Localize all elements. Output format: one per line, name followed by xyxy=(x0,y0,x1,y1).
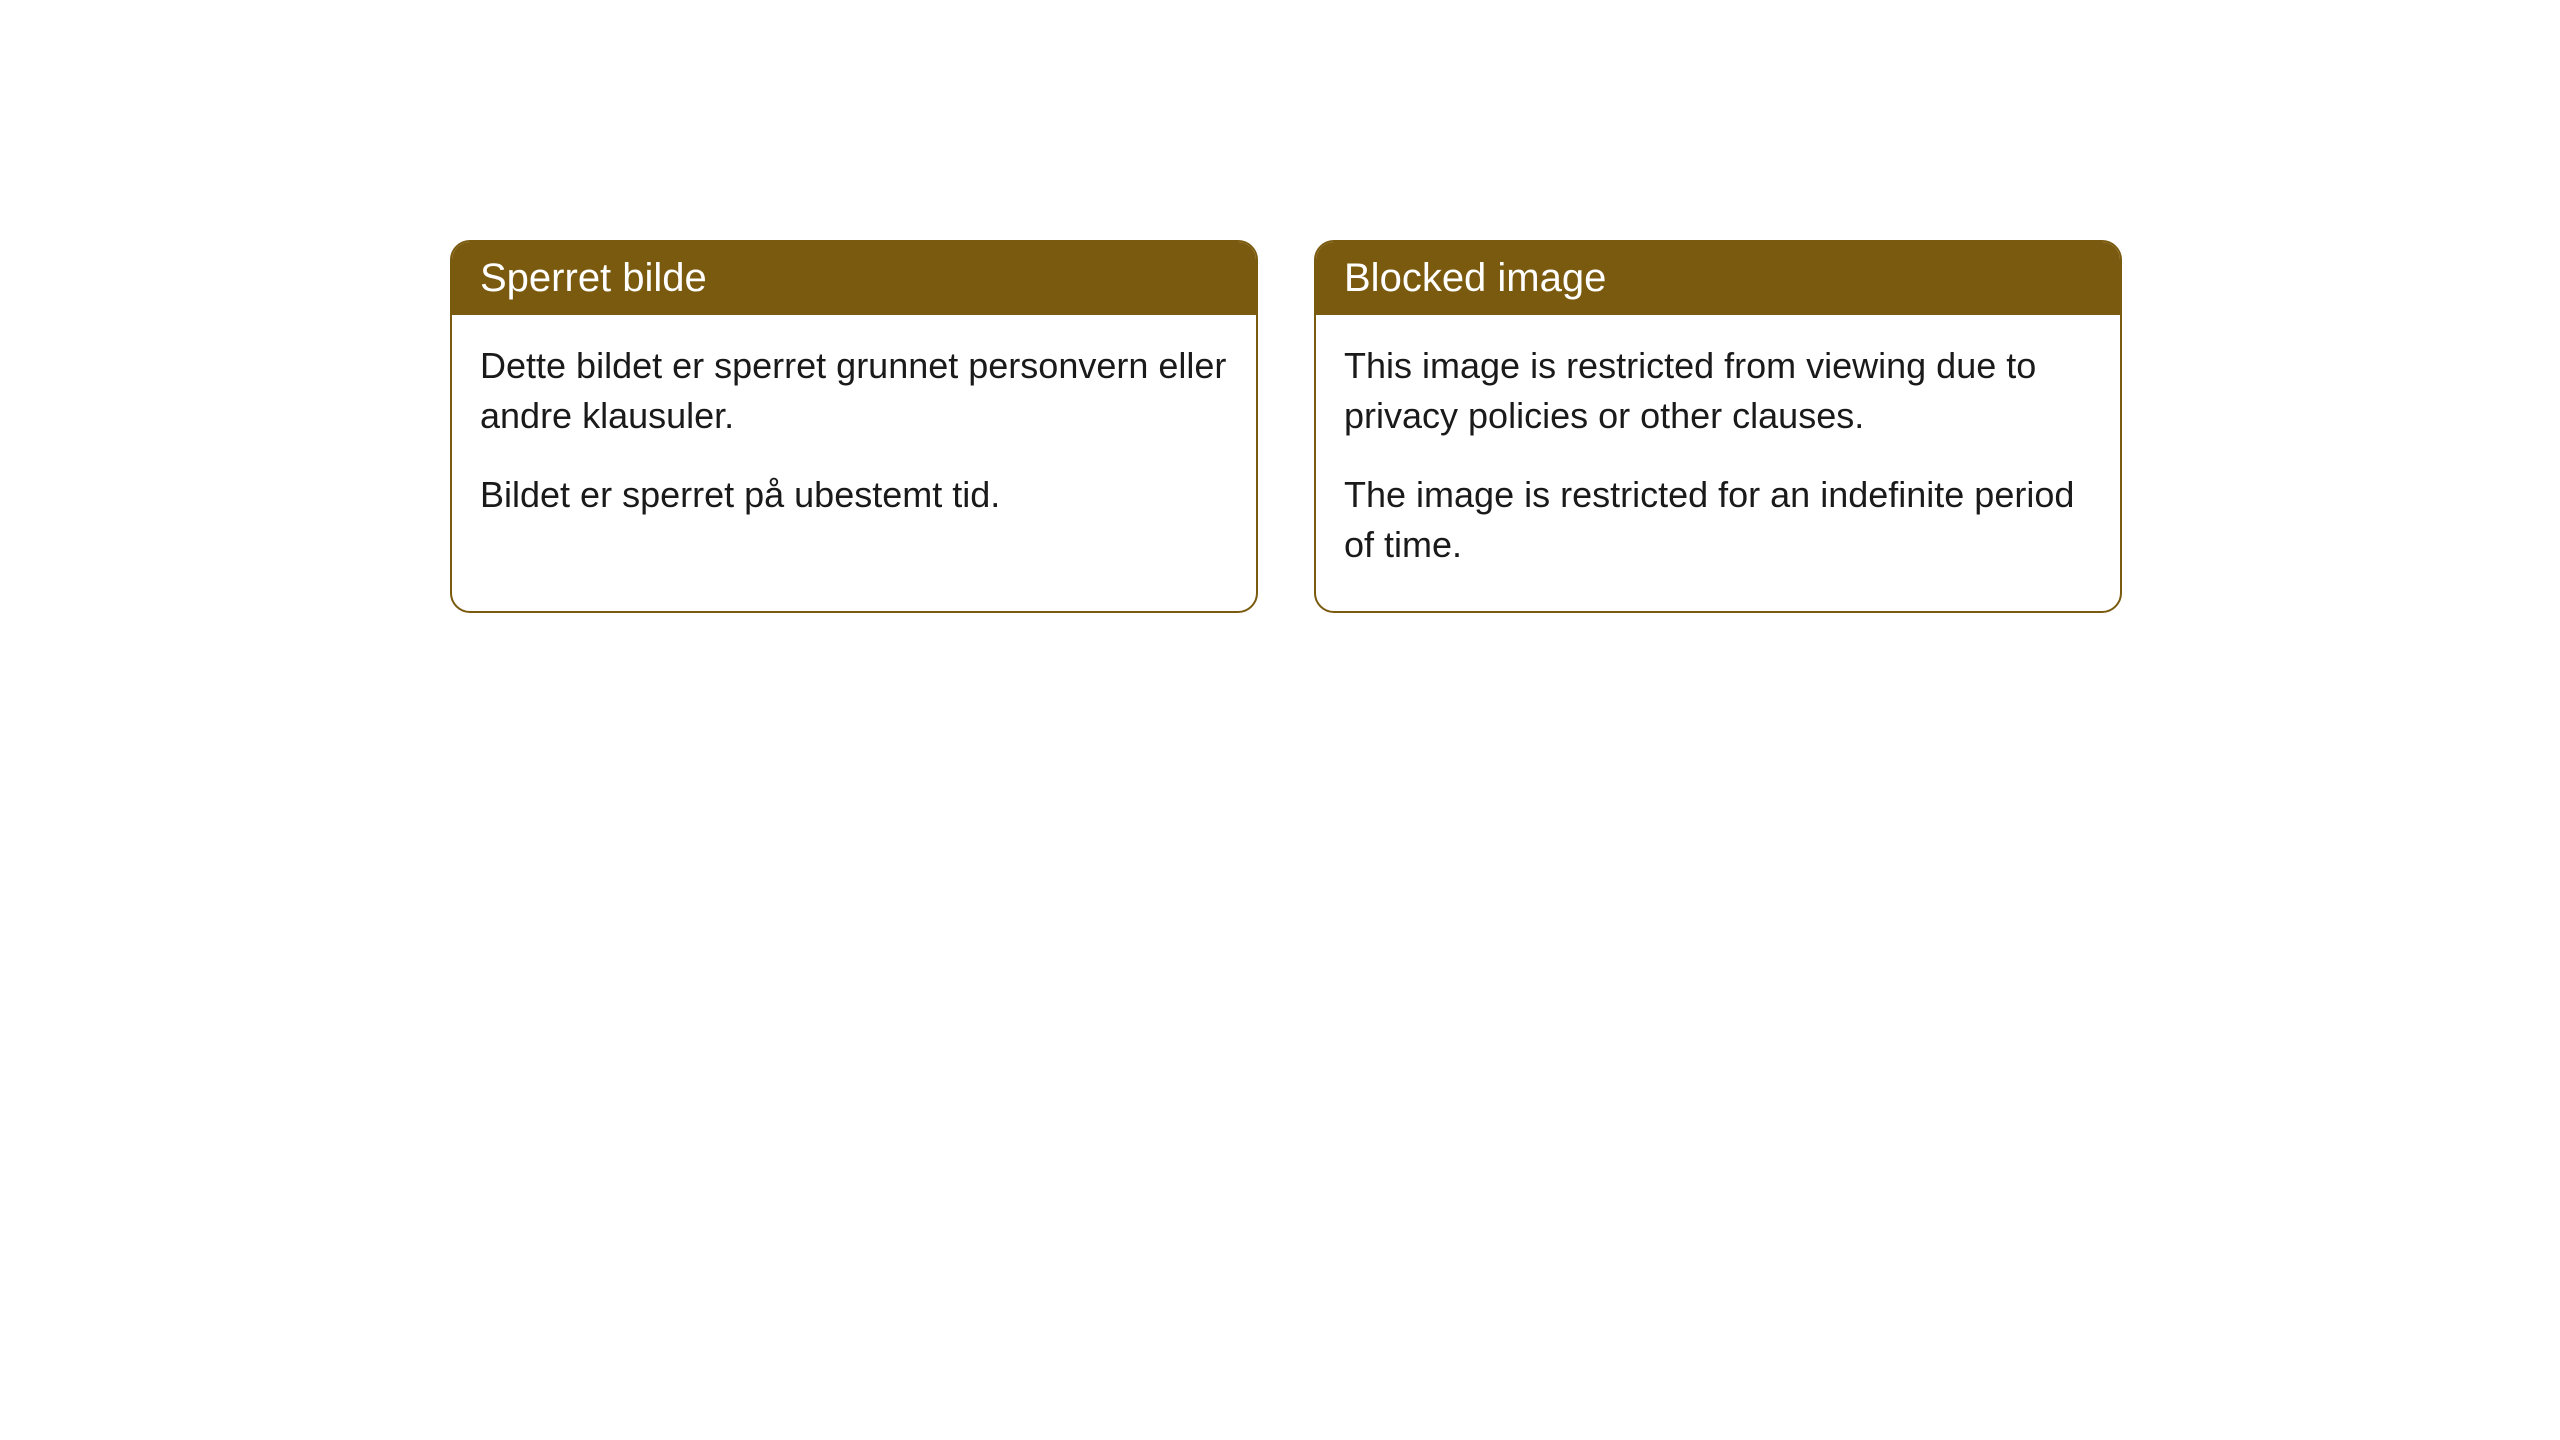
card-english: Blocked image This image is restricted f… xyxy=(1314,240,2122,613)
card-header-english: Blocked image xyxy=(1316,242,2120,315)
card-body-english: This image is restricted from viewing du… xyxy=(1316,315,2120,611)
card-header-norwegian: Sperret bilde xyxy=(452,242,1256,315)
card-body-norwegian: Dette bildet er sperret grunnet personve… xyxy=(452,315,1256,560)
card-norwegian: Sperret bilde Dette bildet er sperret gr… xyxy=(450,240,1258,613)
cards-container: Sperret bilde Dette bildet er sperret gr… xyxy=(450,240,2122,613)
card-paragraph: This image is restricted from viewing du… xyxy=(1344,341,2092,442)
card-title: Blocked image xyxy=(1344,256,1606,300)
card-paragraph: Bildet er sperret på ubestemt tid. xyxy=(480,470,1228,520)
card-paragraph: Dette bildet er sperret grunnet personve… xyxy=(480,341,1228,442)
card-paragraph: The image is restricted for an indefinit… xyxy=(1344,470,2092,571)
card-title: Sperret bilde xyxy=(480,256,707,300)
